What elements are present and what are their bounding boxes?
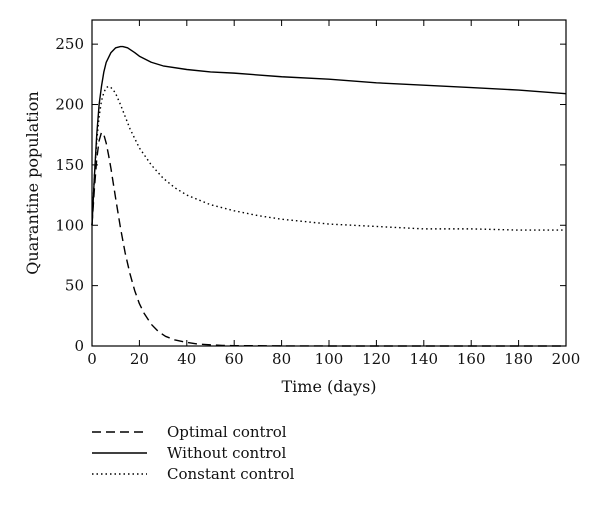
y-tick-label: 150 — [55, 156, 84, 174]
x-tick-label: 100 — [315, 350, 344, 368]
plot-border — [91, 19, 567, 347]
series-line-optimal-control — [91, 131, 566, 347]
legend: Optimal control Without control Constant c… — [92, 423, 295, 483]
x-tick-label: 180 — [504, 350, 533, 368]
series-layer — [91, 45, 567, 347]
x-tick-label: 40 — [177, 350, 196, 368]
y-tick-label: 100 — [55, 216, 84, 234]
y-tick-label: 50 — [65, 277, 84, 295]
y-axis-title: Quarantine population — [23, 91, 42, 274]
y-tick-label: 250 — [55, 35, 84, 53]
x-tick-label: 60 — [225, 350, 244, 368]
series-line-without-control — [91, 45, 567, 226]
y-tick-label: 0 — [74, 337, 84, 355]
x-tick-label: 120 — [362, 350, 391, 368]
legend-label: Without control — [167, 444, 286, 462]
x-tick-label: 80 — [272, 350, 291, 368]
legend-label: Optimal control — [167, 423, 287, 441]
x-tick-label: 20 — [130, 350, 149, 368]
legend-label: Constant control — [167, 465, 295, 483]
x-tick-label: 140 — [409, 350, 438, 368]
plot-frame — [91, 19, 567, 347]
y-axis: 0 50 100 150 200 250 — [55, 35, 566, 355]
x-axis: 0 20 40 60 80 100 120 140 160 180 200 — [87, 20, 580, 368]
x-tick-label: 160 — [457, 350, 486, 368]
series-line-constant-control — [91, 85, 566, 231]
y-tick-label: 200 — [55, 96, 84, 114]
x-tick-label: 200 — [552, 350, 581, 368]
x-tick-label: 0 — [87, 350, 97, 368]
x-axis-title: Time (days) — [281, 377, 376, 396]
